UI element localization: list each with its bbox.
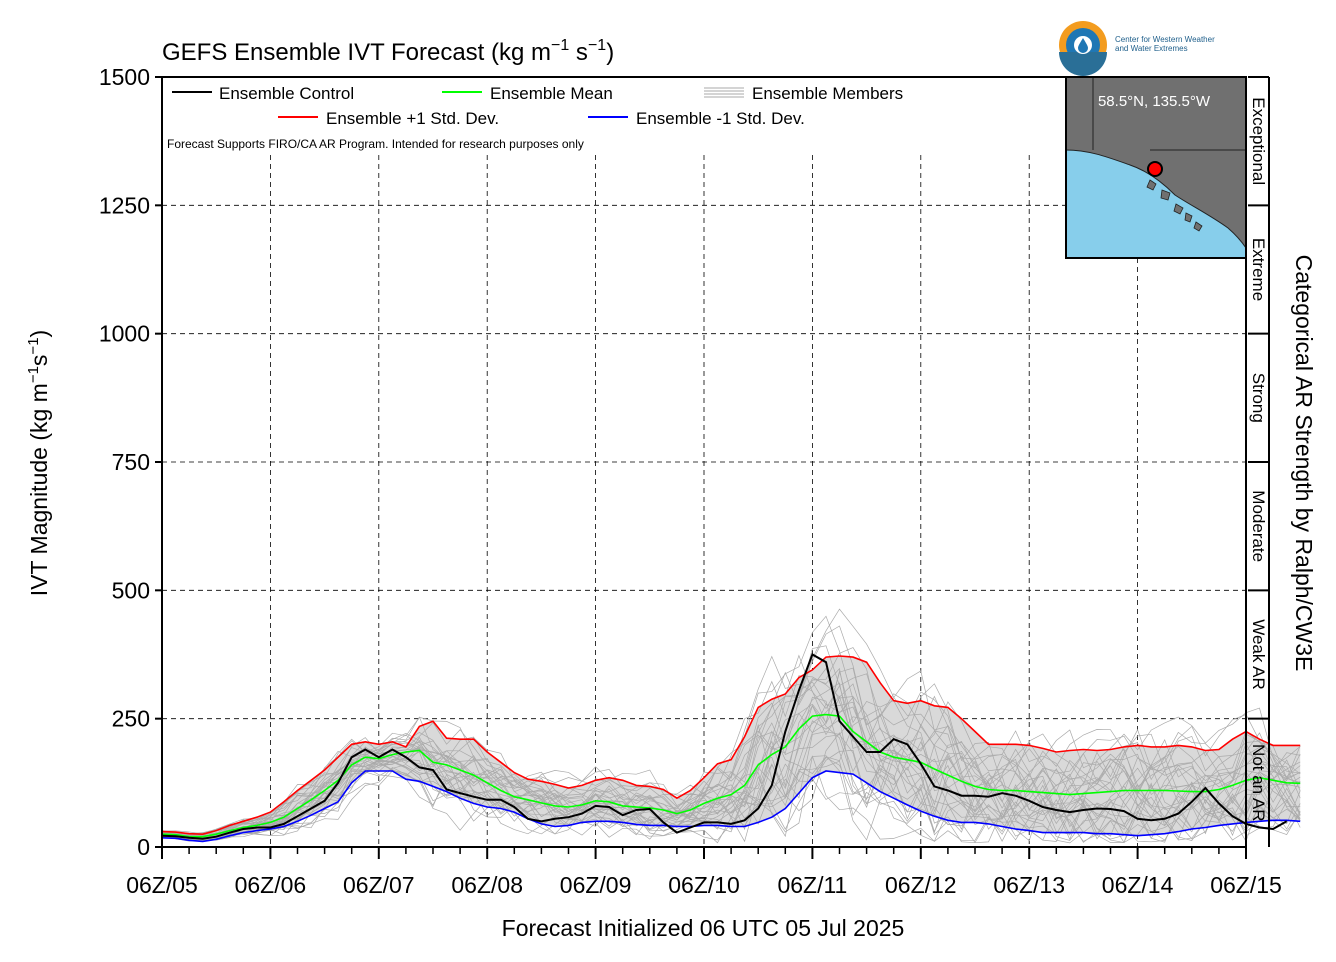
islands xyxy=(1146,179,1203,232)
x-axis-label: Forecast Initialized 06 UTC 05 Jul 2025 xyxy=(502,915,905,941)
category-label: Extreme xyxy=(1249,238,1268,301)
right-axis-label: Categorical AR Strength by Ralph/CW3E xyxy=(1291,255,1317,672)
y-tick-label: 750 xyxy=(112,449,150,475)
legend-swatch-members xyxy=(704,87,744,98)
category-axis: Not an AR Weak AR Moderate Strong Extreme Exc… xyxy=(1248,76,1270,847)
legend: Ensemble Control Ensemble Mean Ensemble … xyxy=(167,84,903,151)
location-marker xyxy=(1147,161,1163,177)
y-tick-label: 1250 xyxy=(99,192,150,218)
ensemble-member-line xyxy=(161,731,1301,843)
x-tick-label: 06Z/06 xyxy=(235,872,307,898)
series-line-ensemble-1-std-dev xyxy=(161,655,1301,836)
x-tick-label: 06Z/14 xyxy=(1102,872,1174,898)
ensemble-member-line xyxy=(161,654,1301,835)
legend-label-members: Ensemble Members xyxy=(752,84,903,103)
category-label: Moderate xyxy=(1249,490,1268,562)
x-axis: 06Z/05 06Z/06 06Z/07 06Z/08 06Z/09 06Z/10 06Z/… xyxy=(126,847,1282,898)
legend-label-plus-std: Ensemble +1 Std. Dev. xyxy=(326,109,499,128)
category-label: Exceptional xyxy=(1249,97,1268,185)
y-tick-label: 500 xyxy=(112,577,150,603)
x-tick-label: 06Z/15 xyxy=(1210,872,1282,898)
ensemble-member-line xyxy=(161,696,1301,842)
ensemble-member-line xyxy=(161,759,1301,844)
ocean-area xyxy=(1066,150,1246,258)
x-tick-label: 06Z/05 xyxy=(126,872,198,898)
ensemble-member-line xyxy=(161,667,1301,836)
ensemble-member-line xyxy=(161,760,1301,844)
x-tick-label: 06Z/12 xyxy=(885,872,957,898)
category-label: Weak AR xyxy=(1249,619,1268,690)
y-tick-label: 1500 xyxy=(99,64,150,90)
inset-coordinates: 58.5°N, 135.5°W xyxy=(1098,93,1211,110)
disclaimer-note: Forecast Supports FIRO/CA AR Program. In… xyxy=(167,137,584,151)
ensemble-member-line xyxy=(161,718,1301,837)
series-line-ensemble-mean xyxy=(161,713,1301,838)
y-axis-label: IVT Magnitude (kg m−1s−1) xyxy=(25,330,52,596)
cw3e-logo: Center for Western Weather and Water Ext… xyxy=(1059,21,1215,76)
ensemble-member-line xyxy=(161,716,1301,843)
legend-label-control: Ensemble Control xyxy=(219,84,354,103)
y-axis: 0 250 500 750 1000 1250 1500 xyxy=(99,64,162,860)
y-tick-label: 250 xyxy=(112,706,150,732)
ensemble-member-line xyxy=(161,667,1301,837)
logo-text-line-1: Center for Western Weather xyxy=(1115,35,1215,44)
border-line xyxy=(1092,77,1246,151)
grid-lines xyxy=(162,155,1246,847)
y-tick-label: 1000 xyxy=(99,321,150,347)
ensemble-member-line xyxy=(161,608,1301,835)
ensemble-member-line xyxy=(161,625,1301,837)
x-tick-label: 06Z/08 xyxy=(451,872,523,898)
ensemble-member-line xyxy=(161,655,1301,839)
chart-title: GEFS Ensemble IVT Forecast (kg m−1 s−1) xyxy=(162,37,614,66)
ensemble-member-line xyxy=(161,675,1301,836)
category-label: Strong xyxy=(1249,373,1268,423)
x-tick-label: 06Z/13 xyxy=(993,872,1065,898)
ensemble-member-line xyxy=(161,696,1301,842)
series-line-ensemble-control xyxy=(161,653,1288,840)
y-tick-label: 0 xyxy=(137,834,150,860)
category-label: Not an AR xyxy=(1249,744,1268,822)
legend-label-minus-std: Ensemble -1 Std. Dev. xyxy=(636,109,805,128)
x-tick-label: 06Z/11 xyxy=(777,872,847,898)
ensemble-member-line xyxy=(161,645,1301,839)
x-tick-label: 06Z/09 xyxy=(560,872,632,898)
legend-label-mean: Ensemble Mean xyxy=(490,84,613,103)
series-line-ensemble-1-std-dev xyxy=(161,770,1301,843)
coastline xyxy=(1065,149,1247,249)
logo-text-line-2: and Water Extremes xyxy=(1115,44,1188,53)
inset-map: 58.5°N, 135.5°W xyxy=(1065,76,1247,259)
x-tick-label: 06Z/10 xyxy=(668,872,740,898)
x-tick-label: 06Z/07 xyxy=(343,872,415,898)
series-lines xyxy=(161,653,1301,843)
